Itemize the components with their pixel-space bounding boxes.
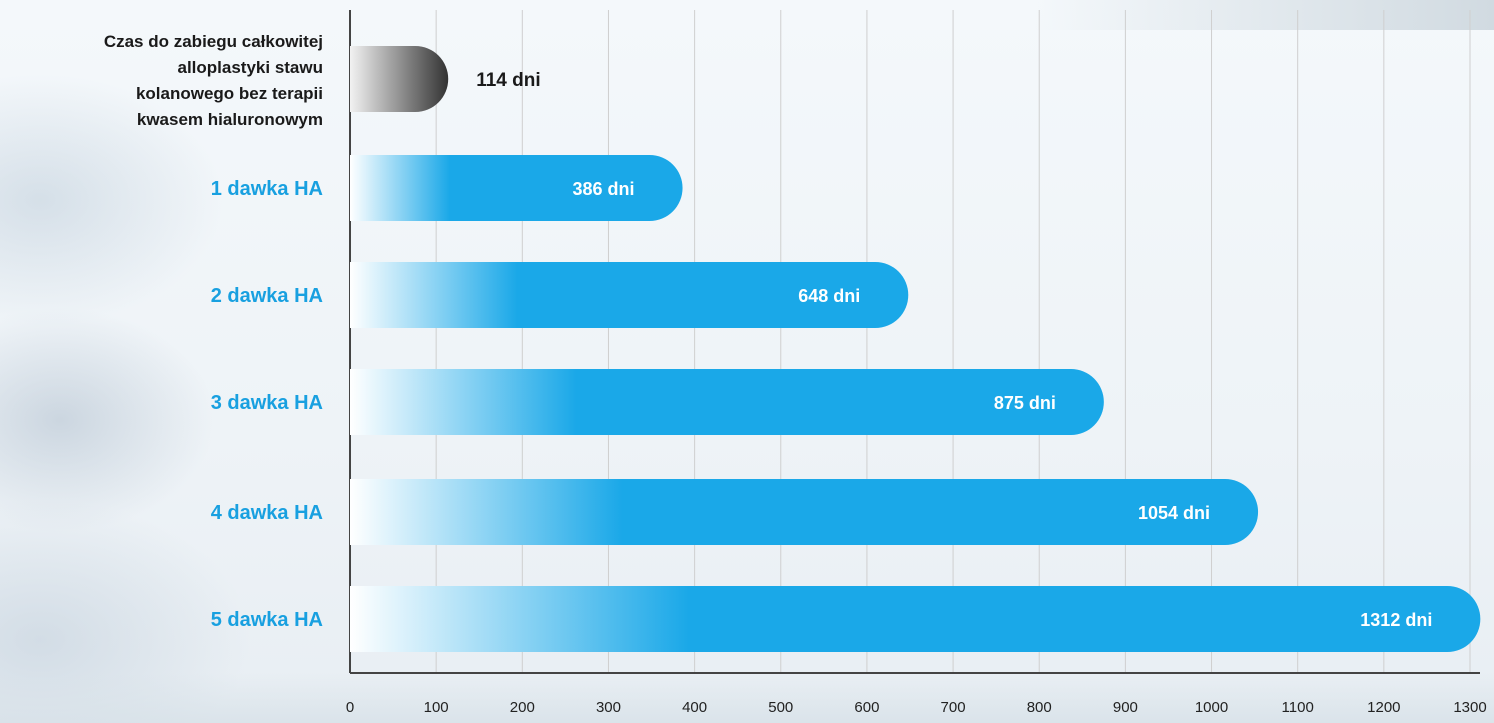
category-label: 1 dawka HA <box>211 178 323 200</box>
x-tick-label: 1000 <box>1195 699 1228 716</box>
bar-value-label: 875 dni <box>994 393 1056 413</box>
bar <box>350 586 1480 652</box>
x-tick-label: 200 <box>510 699 535 716</box>
x-tick-label: 800 <box>1027 699 1052 716</box>
bar-value-label: 386 dni <box>573 179 635 199</box>
bar <box>350 369 1104 435</box>
category-label: 5 dawka HA <box>211 609 323 631</box>
x-tick-label: 1200 <box>1367 699 1400 716</box>
x-tick-label: 1100 <box>1282 699 1314 716</box>
category-label: 2 dawka HA <box>211 285 323 307</box>
x-tick-label: 100 <box>424 699 449 716</box>
bar-value-label: 1312 dni <box>1360 610 1432 630</box>
x-tick-label: 0 <box>346 699 354 716</box>
bar-value-label: 648 dni <box>798 286 860 306</box>
bar-value-label: 114 dni <box>476 70 540 91</box>
x-tick-label: 700 <box>941 699 966 716</box>
category-label: Czas do zabiegu całkowitej alloplastyki s… <box>104 32 323 129</box>
x-tick-label: 400 <box>682 699 707 716</box>
category-label: 4 dawka HA <box>211 502 323 524</box>
bar <box>350 46 448 112</box>
x-tick-label: 300 <box>596 699 621 716</box>
grid-lines <box>436 10 1470 673</box>
category-label: 3 dawka HA <box>211 392 323 414</box>
x-tick-label: 600 <box>854 699 879 716</box>
x-tick-label: 500 <box>768 699 793 716</box>
x-tick-label: 900 <box>1113 699 1138 716</box>
bar <box>350 479 1258 545</box>
bar-value-label: 1054 dni <box>1138 503 1210 523</box>
x-tick-label: 1300 <box>1453 699 1486 716</box>
bars <box>350 46 1480 652</box>
